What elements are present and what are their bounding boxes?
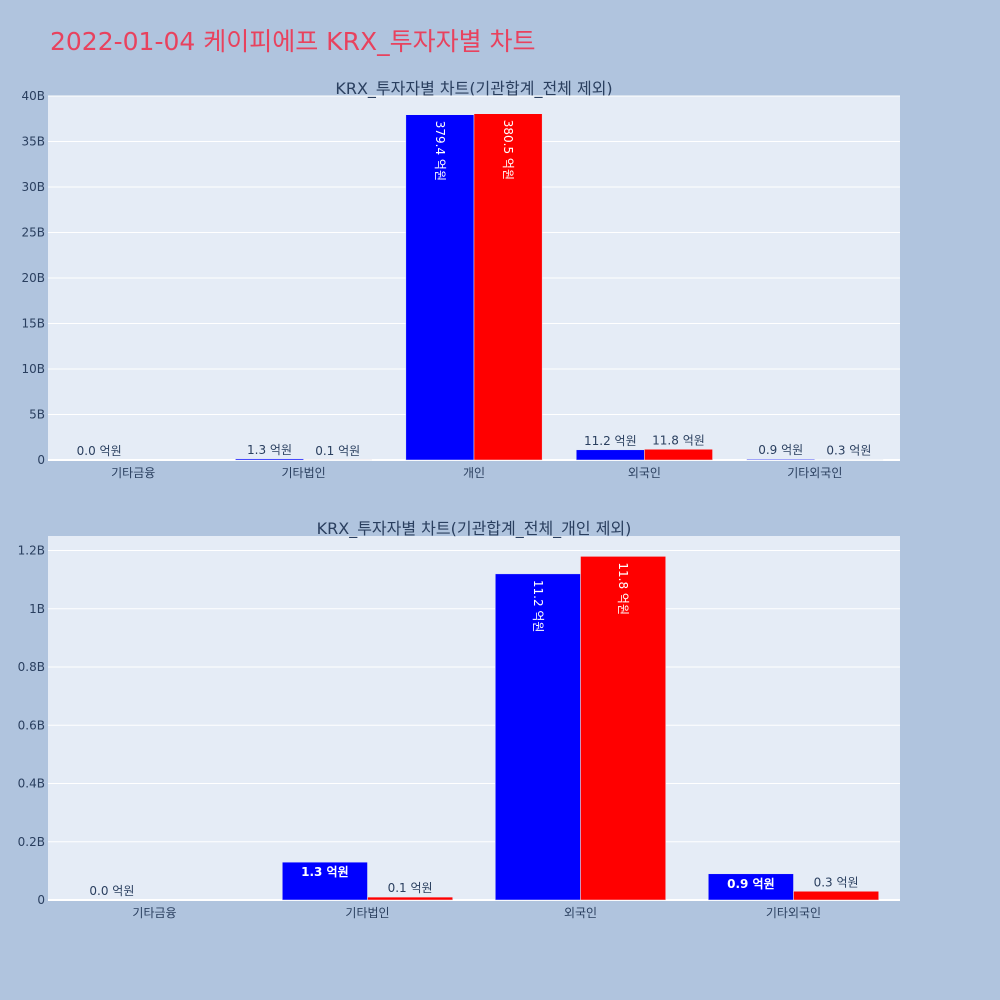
page-title: 2022-01-04 케이피에프 KRX_투자자별 차트 bbox=[50, 27, 536, 56]
bar bbox=[473, 113, 543, 461]
x-tick-label: 기타금융 bbox=[111, 466, 155, 480]
y-tick-label: 0.6B bbox=[18, 718, 45, 732]
bar bbox=[793, 891, 879, 901]
plot-area bbox=[48, 536, 900, 900]
x-tick-label: 기타법인 bbox=[345, 906, 389, 920]
y-tick-label: 0.2B bbox=[18, 835, 45, 849]
x-tick-label: 기타외국인 bbox=[766, 906, 821, 920]
chart-bottom: KRX_투자자별 차트(기관합계_전체_개인 제외) 0 0.2B 0.4B 0.6B 0… bbox=[18, 519, 900, 920]
bar bbox=[367, 896, 453, 901]
bar-data-label: 379.4 억원 bbox=[433, 121, 447, 181]
y-tick-label: 0.4B bbox=[18, 777, 45, 791]
y-tick-label: 35B bbox=[21, 135, 45, 149]
bar-data-label: 11.2 억원 bbox=[584, 434, 637, 448]
y-tick-label: 20B bbox=[21, 271, 45, 285]
y-tick-label: 40B bbox=[21, 89, 45, 103]
y-tick-label: 5B bbox=[29, 408, 45, 422]
x-tick-label: 외국인 bbox=[628, 466, 661, 480]
bar-data-label: 0.9 억원 bbox=[727, 877, 775, 891]
x-tick-label: 기타금융 bbox=[132, 906, 176, 920]
x-tick-label: 외국인 bbox=[564, 906, 597, 920]
bar bbox=[580, 556, 666, 901]
bar-data-label: 0.0 억원 bbox=[89, 884, 134, 898]
bar bbox=[235, 458, 304, 461]
bar bbox=[495, 573, 581, 901]
x-tick-label: 기타외국인 bbox=[787, 466, 842, 480]
chart-title: KRX_투자자별 차트(기관합계_전체_개인 제외) bbox=[317, 519, 632, 539]
bar-data-label: 0.1 억원 bbox=[315, 444, 360, 458]
y-tick-label: 30B bbox=[21, 180, 45, 194]
chart-title: KRX_투자자별 차트(기관합계_전체 제외) bbox=[335, 79, 612, 99]
y-tick-label: 0.8B bbox=[18, 660, 45, 674]
bar-data-label: 11.2 억원 bbox=[531, 580, 545, 633]
x-tick-label: 개인 bbox=[463, 466, 485, 480]
y-tick-label: 0 bbox=[37, 893, 45, 907]
bar bbox=[405, 114, 475, 461]
bar bbox=[644, 449, 713, 461]
bar-data-label: 0.3 억원 bbox=[826, 444, 871, 458]
y-tick-label: 1.2B bbox=[18, 544, 45, 558]
bar bbox=[575, 449, 645, 461]
y-tick-label: 25B bbox=[21, 226, 45, 240]
bar bbox=[282, 861, 368, 901]
y-tick-label: 15B bbox=[21, 317, 45, 331]
x-tick-label: 기타법인 bbox=[282, 466, 326, 480]
bar bbox=[746, 458, 816, 461]
bar-data-label: 0.0 억원 bbox=[77, 444, 122, 458]
bar-data-label: 0.1 억원 bbox=[388, 881, 433, 895]
bar-data-label: 1.3 억원 bbox=[247, 443, 292, 457]
bar-data-label: 0.9 억원 bbox=[758, 443, 803, 457]
bar-data-label: 380.5 억원 bbox=[501, 120, 515, 180]
y-tick-label: 10B bbox=[21, 362, 45, 376]
y-tick-label: 1B bbox=[29, 602, 45, 616]
bar-data-label: 1.3 억원 bbox=[301, 865, 349, 879]
bar bbox=[708, 873, 794, 901]
y-tick-label: 0 bbox=[37, 453, 45, 467]
chart-top: KRX_투자자별 차트(기관합계_전체 제외) 0 5B 10B 15B 20B 25B 30… bbox=[21, 79, 900, 480]
bar-data-label: 0.3 억원 bbox=[814, 875, 859, 889]
bar-data-label: 11.8 억원 bbox=[652, 433, 705, 447]
bar-data-label: 11.8 억원 bbox=[616, 562, 630, 615]
